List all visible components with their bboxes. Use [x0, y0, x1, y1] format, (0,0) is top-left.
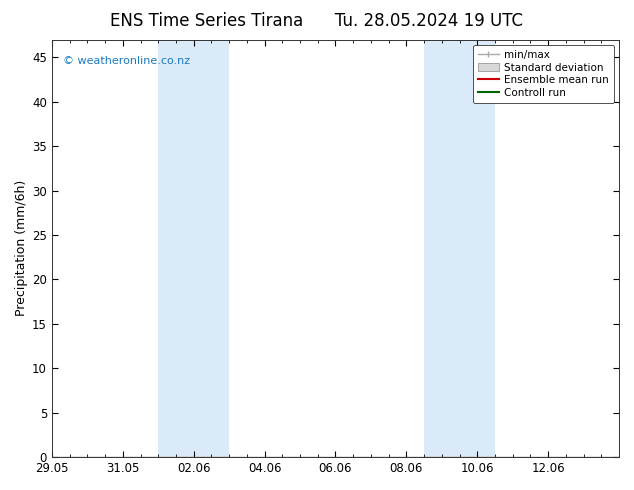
Bar	[424, 40, 495, 457]
Bar	[158, 40, 229, 457]
Legend: min/max, Standard deviation, Ensemble mean run, Controll run: min/max, Standard deviation, Ensemble me…	[472, 45, 614, 103]
Text: ENS Time Series Tirana      Tu. 28.05.2024 19 UTC: ENS Time Series Tirana Tu. 28.05.2024 19…	[110, 12, 524, 30]
Y-axis label: Precipitation (mm/6h): Precipitation (mm/6h)	[15, 180, 28, 317]
Text: © weatheronline.co.nz: © weatheronline.co.nz	[63, 56, 190, 66]
